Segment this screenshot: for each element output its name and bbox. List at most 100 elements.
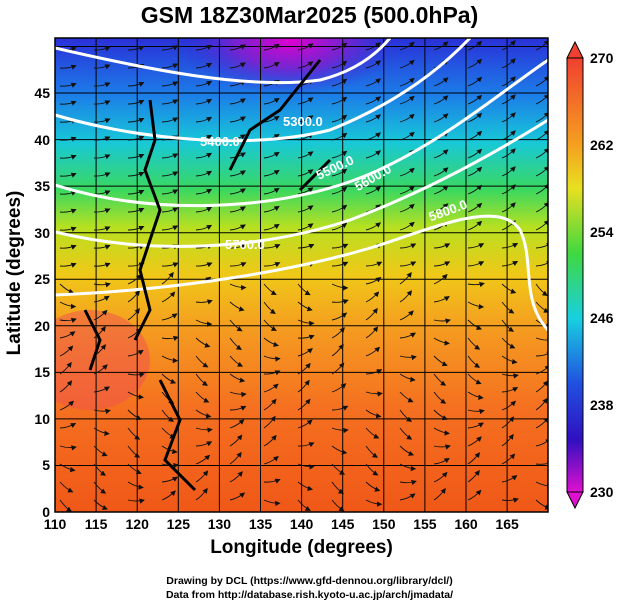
wind-streamline [127,171,145,177]
wind-streamline [59,82,77,88]
wind-streamline [195,44,213,51]
wind-streamline [161,313,178,321]
wind-streamline [501,130,516,141]
wind-streamline [365,427,380,439]
wind-streamline [229,262,247,268]
wind-streamline [365,132,382,141]
wind-streamline [297,362,311,375]
wind-streamline [501,416,515,429]
wind-streamline [399,131,415,141]
wind-streamline [263,187,280,195]
chart-title: GSM 18Z30Mar2025 (500.0hPa) [140,2,479,28]
wind-streamline [399,427,413,440]
wind-streamline [229,98,246,105]
wind-streamline [331,362,345,375]
wind-streamline [229,434,243,447]
wind-streamline [467,337,481,350]
wind-streamline [365,78,382,87]
wind-streamline [535,242,548,249]
wind-streamline [297,481,314,492]
wind-streamline [127,207,145,213]
wind-streamline [161,262,179,268]
wind-streamline [161,335,179,342]
wind-streamline [93,46,111,52]
wind-streamline [331,150,348,159]
wind-streamline [467,355,481,368]
x-tick-label: 110 [43,516,67,532]
wind-streamline [161,490,176,501]
wind-streamline [501,76,516,87]
wind-streamline [467,166,483,177]
x-tick-label: 140 [289,516,314,532]
wind-streamline [331,481,344,494]
wind-streamline [365,277,382,285]
wind-streamline [501,433,514,447]
wind-streamline [93,208,111,214]
wind-streamline [161,225,179,231]
wind-streamline [263,115,280,123]
wind-streamline [263,455,279,465]
wind-streamline [467,112,483,123]
y-tick-label: 25 [34,271,50,288]
wind-streamline [433,391,447,404]
wind-streamline [399,203,415,213]
wind-streamline [93,172,111,178]
wind-streamline [195,337,211,348]
wind-streamline [59,208,77,214]
wind-streamline [195,98,213,105]
wind-streamline [433,318,451,324]
wind-streamline [297,97,314,105]
wind-streamline [467,130,483,141]
wind-streamline [297,205,314,213]
wind-streamline [433,203,449,213]
wind-streamline [399,373,416,383]
wind-streamline [93,499,108,510]
wind-streamline [263,262,281,267]
wind-streamline [195,319,213,327]
wind-streamline [501,301,515,314]
x-tick-label: 165 [495,516,519,532]
wind-streamline [59,331,76,339]
wind-streamline [59,136,77,142]
wind-streamline [93,325,106,339]
wind-streamline [297,419,313,429]
wind-streamline [195,116,213,123]
wind-streamline [229,419,245,429]
credit-drawing: Drawing by DCL (https://www.gfd-dennou.o… [166,575,453,587]
wind-streamline [365,150,382,159]
wind-streamline [365,96,382,105]
wind-streamline [433,337,450,346]
wind-streamline [331,283,349,291]
wind-streamline [467,422,484,429]
wind-streamline [399,221,415,231]
wind-streamline [59,64,77,70]
wind-streamline [399,310,414,321]
wind-streamline [331,299,349,305]
wind-streamline [229,206,246,213]
wind-streamline [195,441,213,447]
wind-streamline [501,148,516,159]
wind-streamline [501,40,516,51]
wind-streamline [195,391,210,403]
wind-streamline [229,355,244,367]
wind-streamline [501,475,518,483]
contour-label: 5300.0 [283,114,323,129]
wind-streamline [501,283,517,294]
wind-streamline [161,476,179,483]
wind-streamline [467,40,483,51]
wind-streamline [59,345,74,357]
wind-streamline [229,471,243,483]
wind-streamline [229,301,245,312]
wind-streamline [93,463,107,476]
wind-streamline [297,348,313,357]
wind-streamline [263,97,280,105]
wind-streamline [263,79,280,87]
wind-streamline [297,243,315,249]
wind-streamline [127,349,144,357]
wind-streamline [535,438,548,447]
x-tick-label: 125 [166,516,190,532]
wind-streamline [331,204,348,213]
wind-streamline [229,391,247,398]
wind-streamline [263,499,281,507]
wind-streamline [161,373,177,384]
